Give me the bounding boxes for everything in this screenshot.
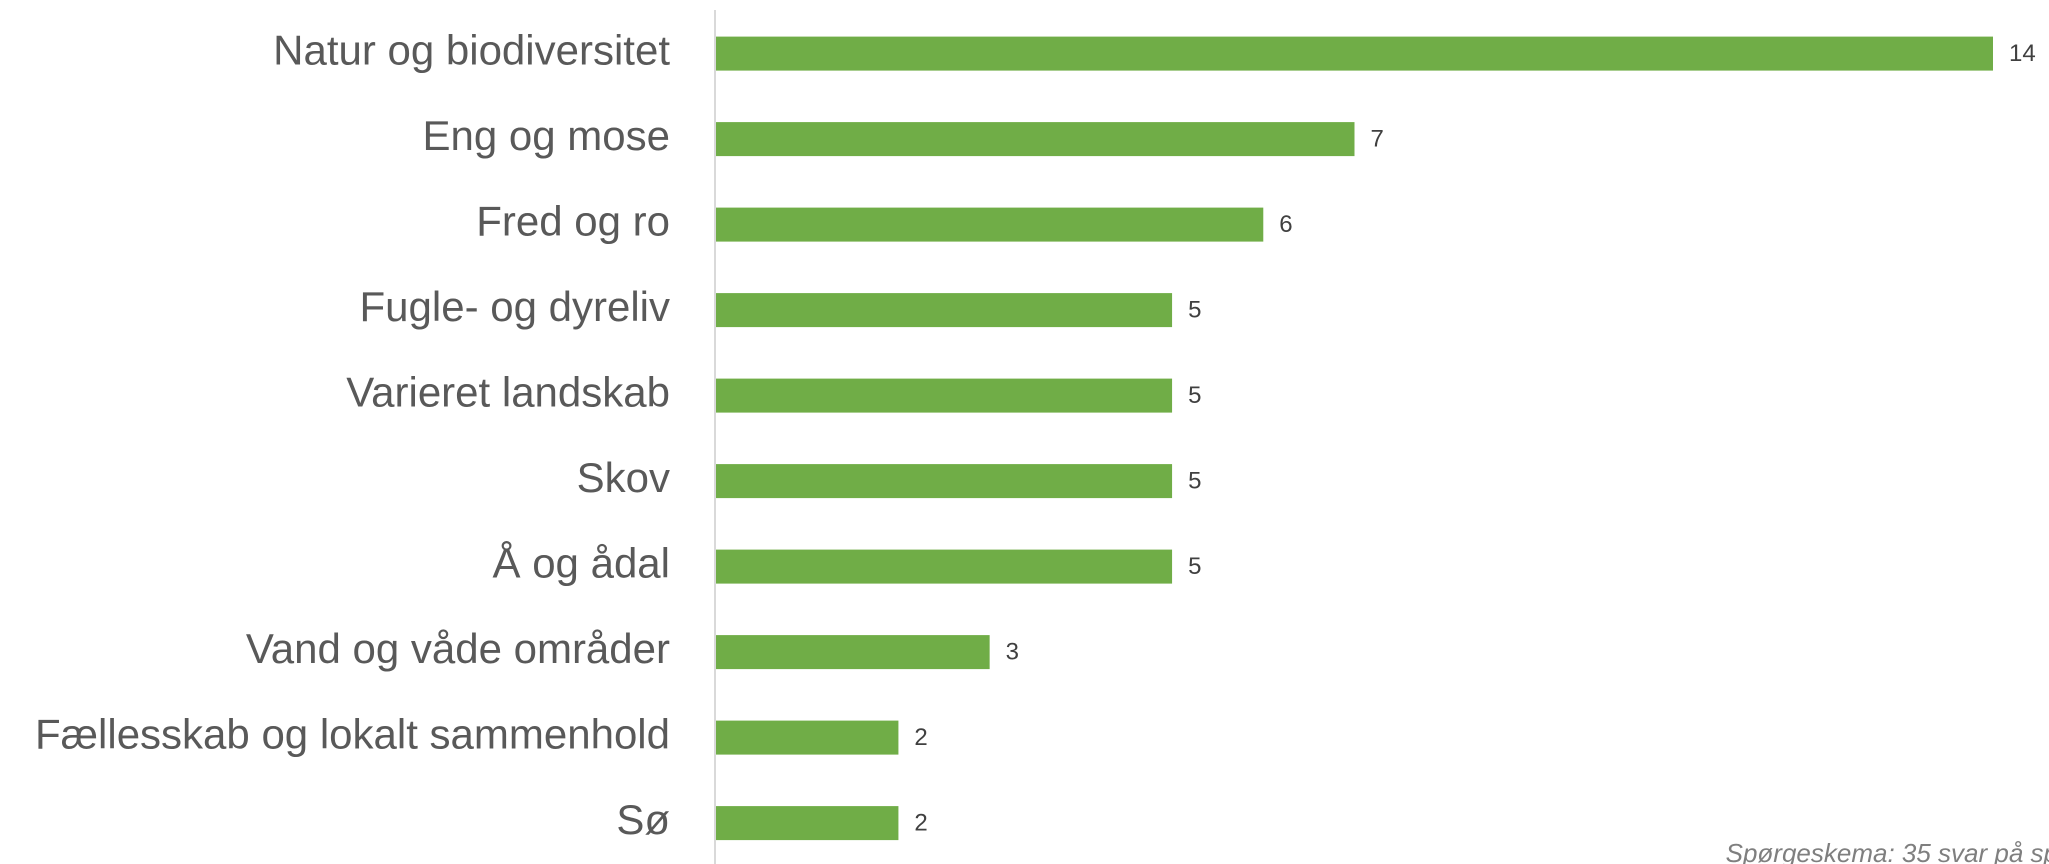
bar — [716, 549, 1173, 584]
value-label: 5 — [1188, 553, 1201, 580]
value-label: 5 — [1188, 382, 1201, 409]
bar — [716, 720, 899, 755]
category-label: Natur og biodiversitet — [273, 27, 670, 74]
category-label: Å og ådal — [493, 540, 670, 587]
value-label: 2 — [914, 809, 927, 836]
bar — [716, 635, 990, 670]
value-label: 3 — [1006, 638, 1019, 665]
value-label: 6 — [1279, 211, 1292, 238]
value-label: 5 — [1188, 467, 1201, 494]
value-label: 2 — [914, 724, 927, 751]
bar — [716, 36, 1993, 71]
bar — [716, 122, 1355, 157]
bar — [716, 293, 1173, 328]
bar — [716, 464, 1173, 499]
annotation: Spørgeskema: 35 svar på sp — [1726, 838, 2049, 864]
category-label: Fred og ro — [476, 198, 670, 245]
category-label: Eng og mose — [423, 112, 671, 159]
value-label: 14 — [2009, 40, 2036, 67]
category-label: Skov — [577, 454, 670, 501]
bar — [716, 806, 899, 841]
bar — [716, 207, 1264, 242]
category-label: Vand og våde områder — [246, 625, 670, 672]
category-label: Fællesskab og lokalt sammenhold — [35, 711, 670, 758]
bar — [716, 378, 1173, 413]
category-label: Varieret landskab — [346, 369, 670, 416]
value-label: 5 — [1188, 296, 1201, 323]
value-label: 7 — [1371, 125, 1384, 152]
category-label: Fugle- og dyreliv — [360, 283, 670, 330]
category-label: Sø — [616, 796, 670, 843]
